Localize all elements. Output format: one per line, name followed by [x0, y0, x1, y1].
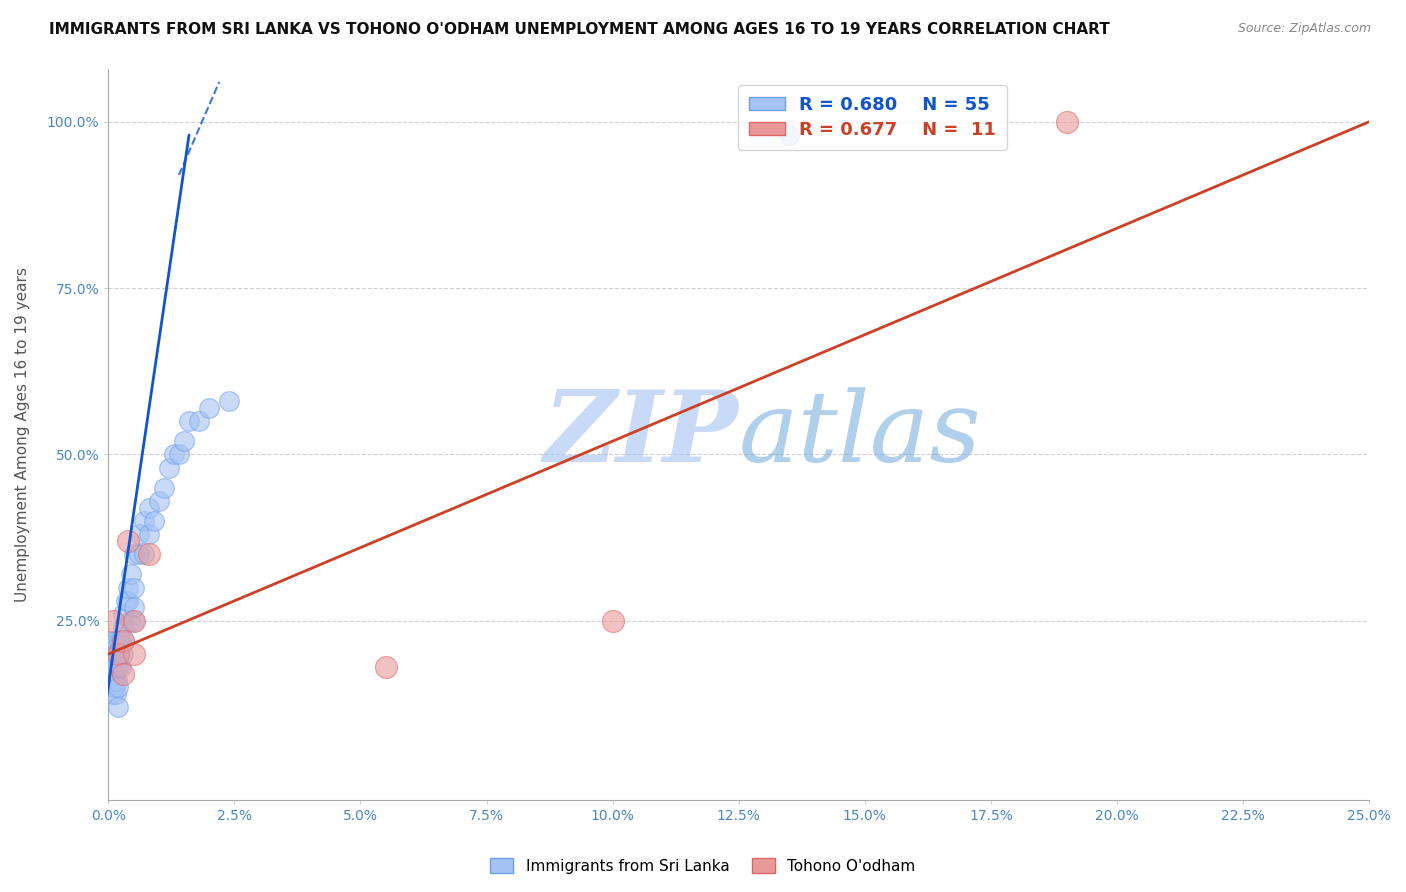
Point [107, 647, 129, 661]
Point [103, 660, 125, 674]
Point [602, 614, 624, 628]
Point [101, 647, 124, 661]
Text: atlas: atlas [738, 387, 981, 483]
Point [112, 620, 135, 634]
Point [163, 447, 186, 461]
Point [138, 500, 160, 515]
Point [107, 700, 129, 714]
Point [117, 533, 139, 548]
Point [103, 687, 125, 701]
Point [117, 581, 139, 595]
Point [152, 481, 174, 495]
Point [198, 401, 221, 415]
Point [173, 434, 195, 449]
Point [778, 128, 800, 142]
Point [103, 614, 125, 628]
Point [122, 647, 145, 661]
Point [107, 660, 129, 674]
Point [110, 633, 132, 648]
Point [218, 394, 240, 409]
Point [103, 633, 125, 648]
Legend: R = 0.680    N = 55, R = 0.677    N =  11: R = 0.680 N = 55, R = 0.677 N = 11 [738, 85, 1007, 150]
Point [103, 667, 125, 681]
Y-axis label: Unemployment Among Ages 16 to 19 years: Unemployment Among Ages 16 to 19 years [15, 267, 30, 602]
Point [122, 547, 145, 561]
Point [128, 527, 150, 541]
Point [103, 667, 125, 681]
Point [122, 614, 145, 628]
Legend: Immigrants from Sri Lanka, Tohono O'odham: Immigrants from Sri Lanka, Tohono O'odha… [484, 852, 922, 880]
Point [108, 647, 131, 661]
Point [108, 633, 131, 648]
Point [128, 547, 150, 561]
Point [104, 673, 127, 688]
Point [138, 527, 160, 541]
Point [103, 640, 125, 655]
Point [122, 581, 145, 595]
Point [105, 687, 128, 701]
Point [103, 654, 125, 668]
Point [107, 681, 129, 695]
Point [105, 673, 128, 688]
Point [114, 633, 136, 648]
Point [112, 607, 135, 622]
Point [104, 647, 127, 661]
Point [138, 547, 160, 561]
Point [103, 673, 125, 688]
Point [157, 460, 180, 475]
Point [132, 514, 155, 528]
Point [148, 494, 170, 508]
Point [122, 614, 145, 628]
Point [104, 660, 127, 674]
Point [142, 514, 165, 528]
Point [167, 447, 190, 461]
Point [374, 660, 396, 674]
Point [117, 594, 139, 608]
Point [132, 547, 155, 561]
Point [122, 600, 145, 615]
Text: IMMIGRANTS FROM SRI LANKA VS TOHONO O'ODHAM UNEMPLOYMENT AMONG AGES 16 TO 19 YEA: IMMIGRANTS FROM SRI LANKA VS TOHONO O'OD… [49, 22, 1109, 37]
Point [112, 633, 135, 648]
Point [1056, 114, 1078, 128]
Point [112, 647, 135, 661]
Point [115, 594, 138, 608]
Point [188, 414, 211, 428]
Point [104, 633, 127, 648]
Point [177, 414, 200, 428]
Point [118, 614, 141, 628]
Text: Source: ZipAtlas.com: Source: ZipAtlas.com [1237, 22, 1371, 36]
Point [112, 667, 135, 681]
Text: ZIP: ZIP [544, 386, 738, 483]
Point [103, 681, 125, 695]
Point [120, 567, 142, 582]
Point [110, 660, 132, 674]
Point [107, 647, 129, 661]
